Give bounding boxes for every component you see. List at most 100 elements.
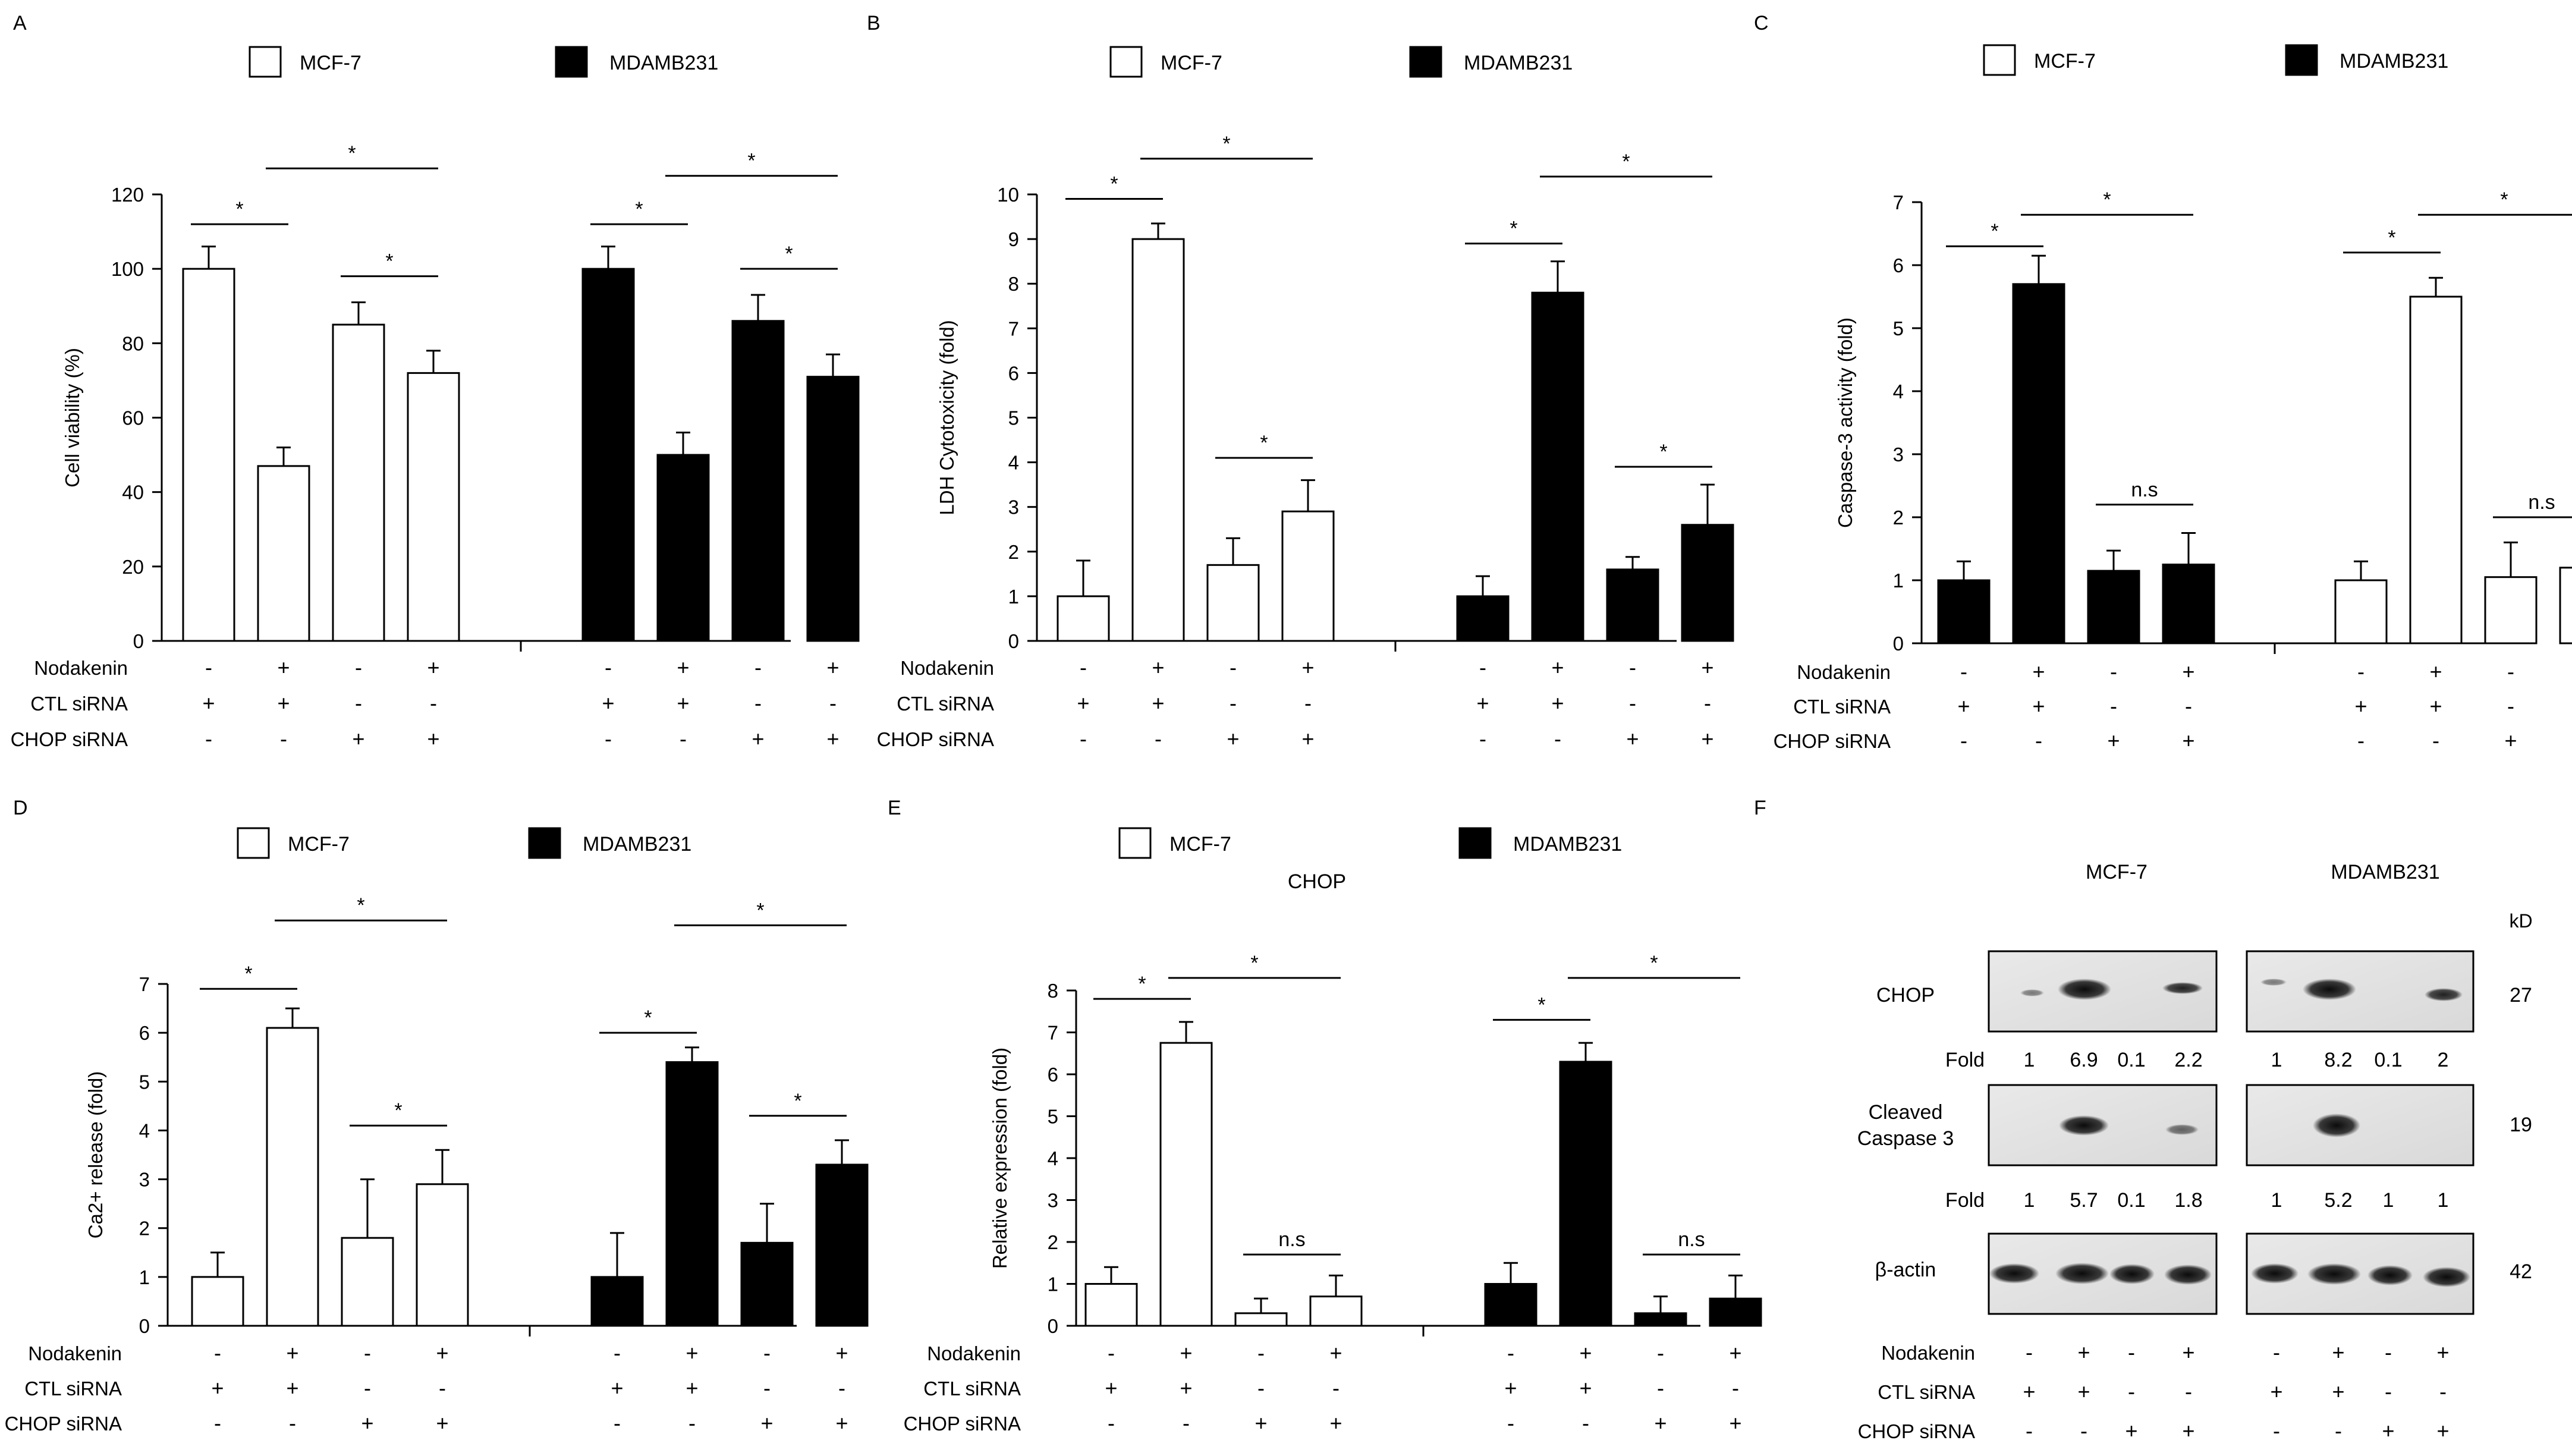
blot-treatment-table: Nodakenin - + - + - + - + CTL siRNA + + - - + + - - CHOP s… [1858,1340,2450,1443]
blot-kd-chop: 27 [2510,984,2532,1007]
treatment-sign: - [214,1341,221,1365]
chart-title: CHOP [1288,870,1346,893]
legend-swatch-mcf7 [1118,827,1152,859]
y-tick-label: 2 [1048,1231,1058,1253]
treatment-sign: - [605,727,612,751]
significance-label: * [1260,432,1268,454]
panel-letter-c: C [1754,12,1769,34]
treatment-row-label: Nodakenin [900,657,994,679]
treatment-sign: - [280,727,287,751]
y-tick-label: 2 [1008,541,1019,563]
y-tick-label: 0 [133,630,144,652]
blot-treatment-sign: + [2270,1379,2282,1404]
legend-label-mda: MDAMB231 [609,52,718,74]
significance-label: * [794,1090,801,1112]
legend-swatch-mcf7 [249,46,282,78]
treatment-sign: + [361,1411,373,1435]
y-tick-label: 6 [1893,254,1904,276]
chop-fold-value: 1 [2024,1049,2035,1071]
treatment-sign: - [1657,1341,1664,1365]
band-chop-2 [2058,979,2111,1000]
significance-label: * [1138,973,1146,995]
legend-swatch-mcf7 [237,827,270,859]
band-chop-1 [2020,989,2044,996]
treatment-sign: - [2507,659,2514,684]
treatment-sign: - [1304,691,1312,715]
y-tick-label: 120 [111,184,144,206]
treatment-sign: + [2354,694,2367,718]
treatment-sign: - [2185,694,2192,718]
chop-fold-value: 2 [2438,1049,2449,1071]
blot-row-beta-actin: β-actin [1875,1259,1936,1281]
y-tick-label: 7 [1008,317,1019,339]
treatment-sign: - [1629,691,1636,715]
significance-label: * [1622,150,1630,173]
y-tick-label: 2 [139,1218,150,1240]
treatment-sign: + [286,1341,298,1365]
blot-treatment-sign: + [2436,1419,2449,1443]
y-tick-label: 20 [122,556,144,578]
treatment-sign: + [677,691,689,715]
bar [2334,579,2388,644]
treatment-row-label: CTL siRNA [923,1378,1021,1400]
y-tick-label: 5 [139,1071,150,1093]
significance-label: * [235,198,243,221]
significance-label: * [348,142,356,165]
treatment-sign: + [1329,1341,1342,1365]
y-tick-label: 3 [1048,1190,1058,1212]
bar [1937,579,1991,644]
treatment-sign: - [1960,728,1967,753]
blot-treatment-row-label: CTL siRNA [1878,1381,1975,1403]
y-tick-label: 1 [1893,570,1904,592]
bar [1606,568,1659,642]
treatment-sign: + [1254,1411,1267,1435]
panel-d-ca2-release: MCF-7 MDAMB231 0 1 2 3 4 5 6 7 Ca2+ release (fold)… [5,827,869,1435]
band-casp-2 [2059,1115,2109,1136]
bar [191,1276,244,1327]
bar [1206,564,1260,642]
significance-label: n.s [2131,479,2158,501]
blot-kd-caspase3: 19 [2510,1114,2532,1136]
significance-label: * [1537,993,1545,1016]
treatment-sign: - [1332,1376,1340,1400]
treatment-sign: + [2107,728,2120,753]
y-tick-label: 0 [1048,1315,1058,1337]
blot-casp-fold-values: 1 5.7 0.1 1.8 1 5.2 1 1 [2024,1189,2449,1212]
panel-letter-a: A [13,12,27,34]
treatment-sign: - [754,655,762,680]
treatment-sign: + [286,1376,298,1400]
legend-label-mda: MDAMB231 [2340,50,2448,73]
treatment-sign: - [1704,691,1711,715]
treatment-sign: + [1152,691,1164,715]
bar [806,376,860,642]
significance-label: * [394,1099,402,1122]
legend-label-mda: MDAMB231 [1513,833,1622,856]
y-tick-label: 4 [1008,452,1019,474]
chop-fold-value: 0.1 [2374,1049,2402,1071]
treatment-sign: - [364,1341,371,1365]
bar [182,268,235,642]
treatment-sign: - [1257,1376,1265,1400]
y-tick-label: 6 [1008,362,1019,384]
y-tick-label: 0 [1893,633,1904,655]
casp-fold-value: 0.1 [2117,1189,2145,1212]
treatment-sign: + [1579,1341,1592,1365]
band-casp-6 [2313,1114,2360,1137]
treatment-sign: + [427,727,439,751]
blot-treatment-sign: - [2439,1379,2447,1404]
treatment-sign: + [277,655,290,680]
treatment-sign: - [2110,659,2117,684]
bar [1281,510,1335,642]
y-tick-label: 3 [1893,444,1904,466]
significance-label: n.s [1678,1228,1705,1251]
bar [1159,1042,1213,1327]
treatment-sign: - [1507,1341,1514,1365]
y-tick-label: 0 [139,1315,150,1337]
casp-fold-value: 5.2 [2324,1189,2352,1212]
treatment-sign: - [364,1376,371,1400]
treatment-sign: + [835,1411,848,1435]
treatment-sign: - [1657,1376,1664,1400]
band-chop-4 [2162,982,2203,994]
significance-label: * [357,894,364,917]
bar [2162,564,2215,644]
